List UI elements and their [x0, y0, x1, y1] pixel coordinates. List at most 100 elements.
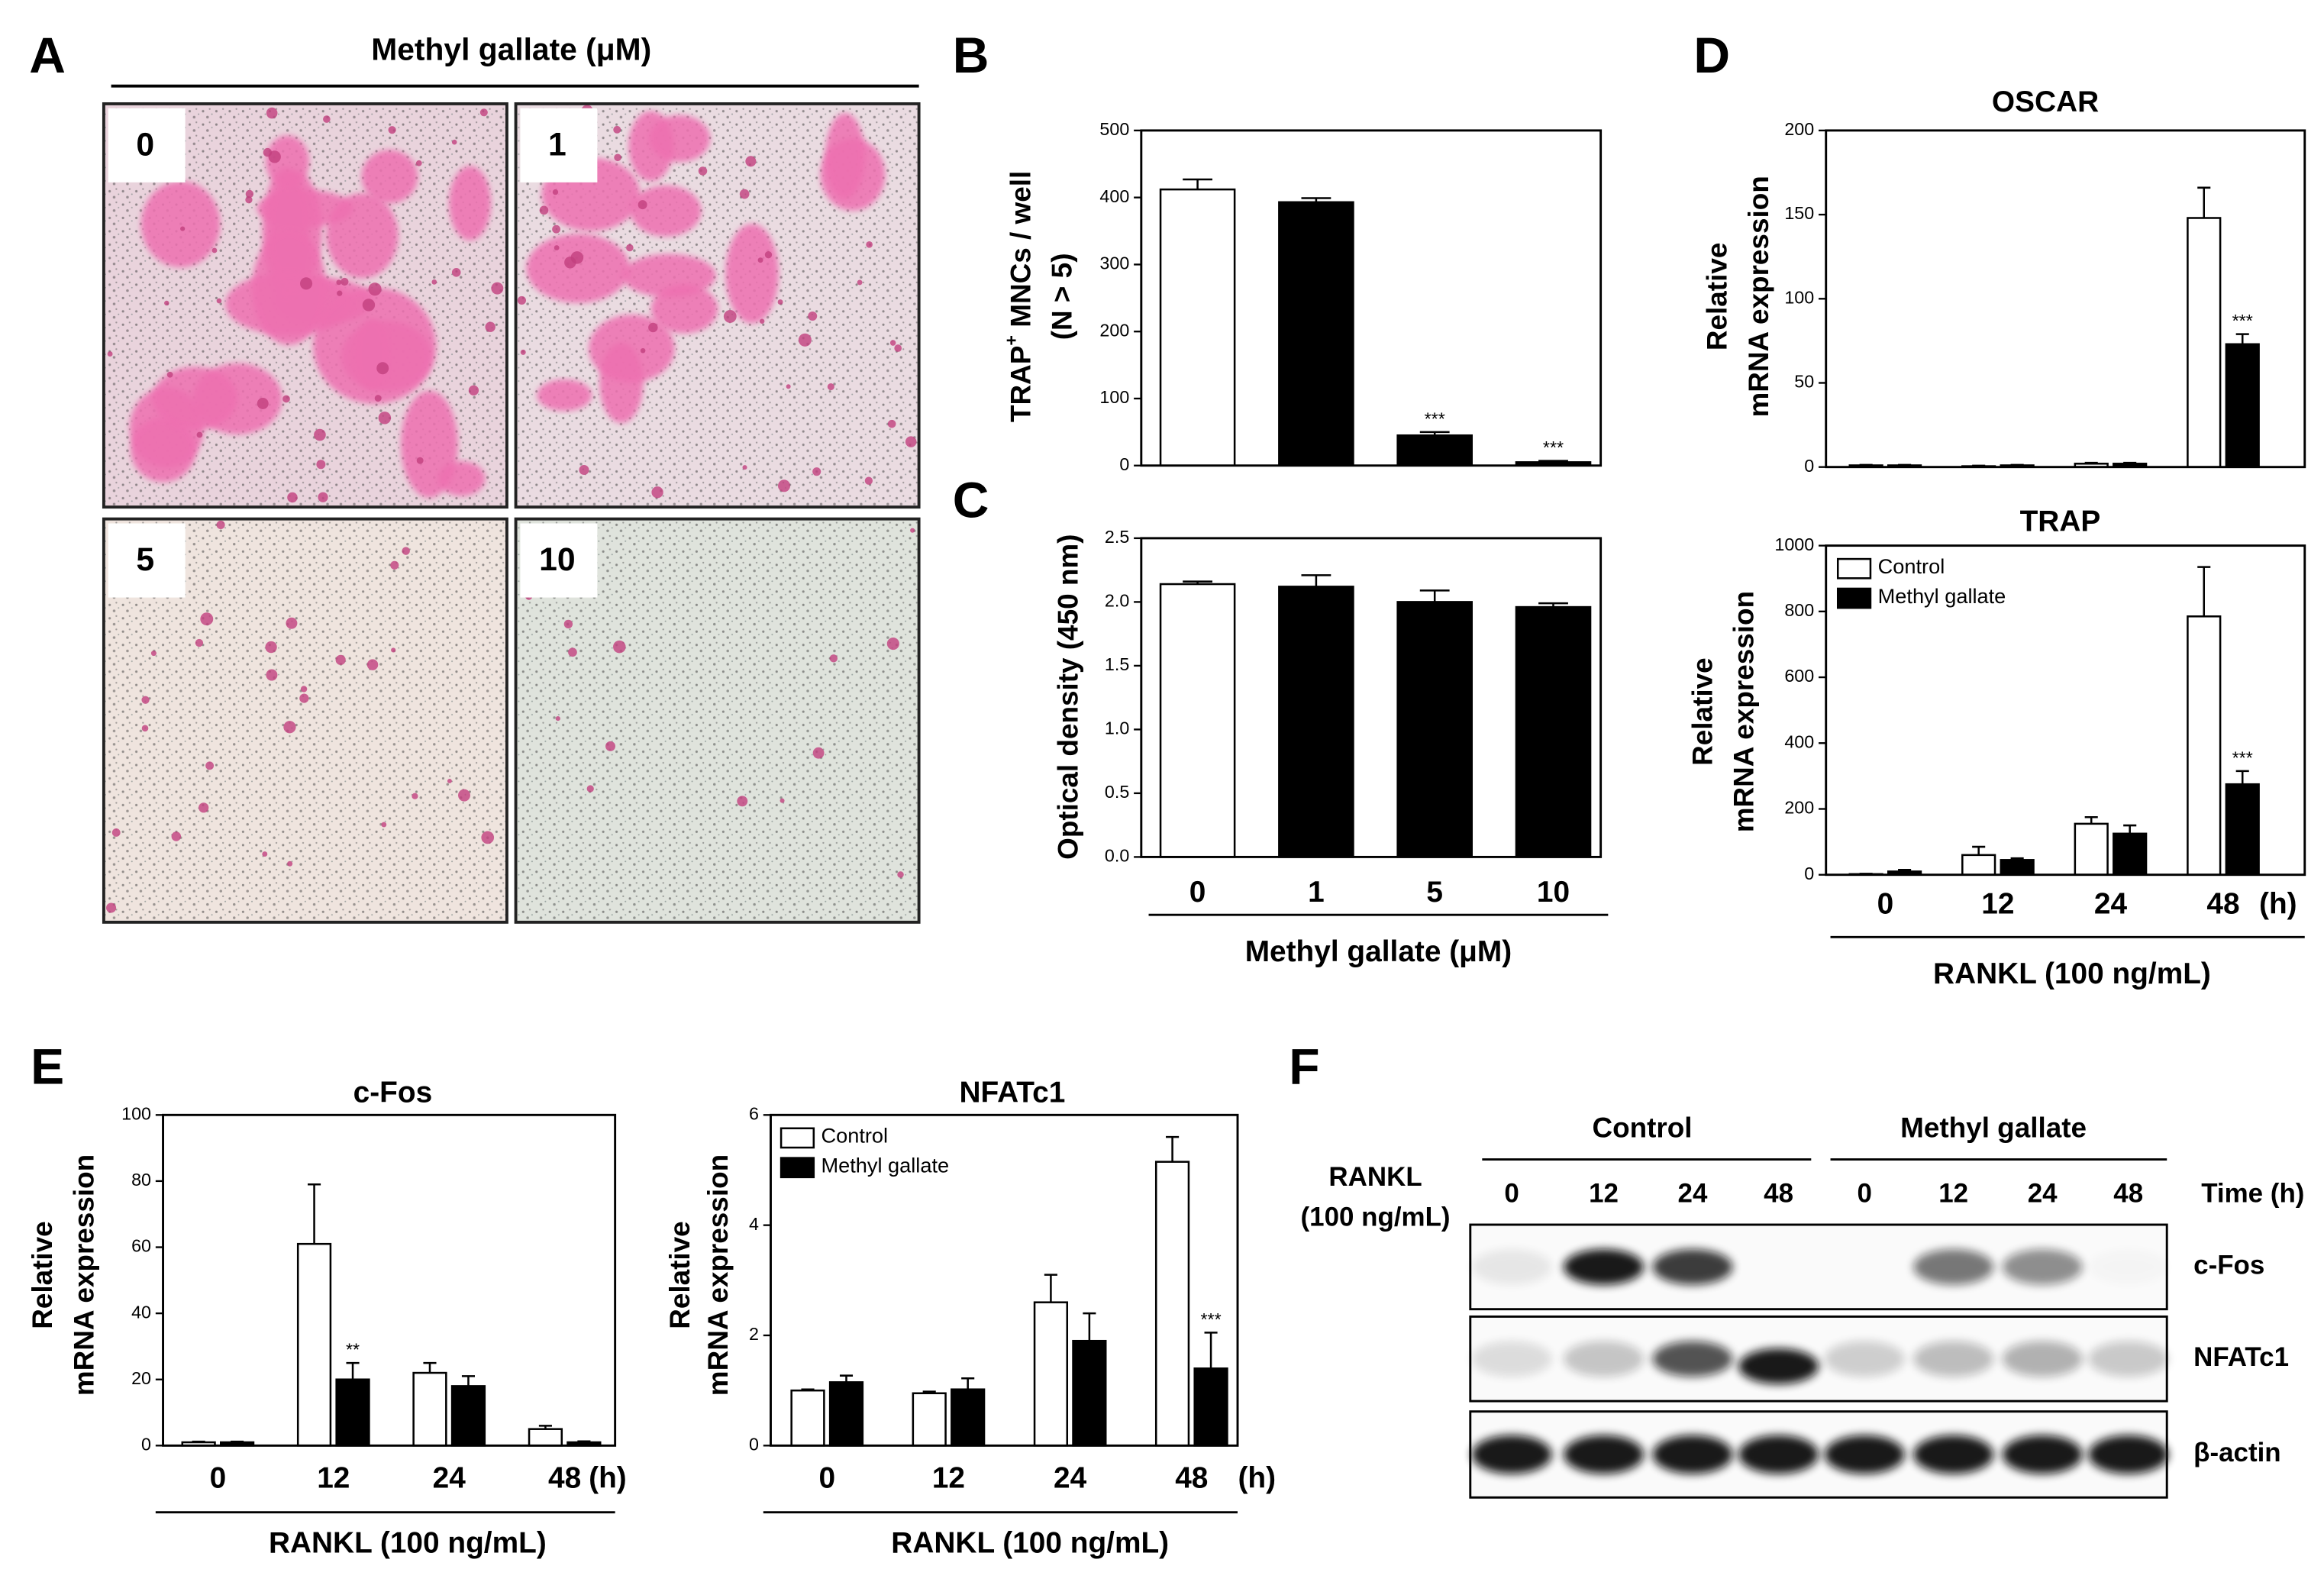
stained-dot [517, 295, 526, 305]
stained-dot [745, 156, 757, 167]
stained-dot [759, 318, 765, 324]
panel-label: A [29, 27, 66, 83]
bar [912, 1392, 947, 1447]
x-axis-label: RANKL (100 ng/mL) [269, 1527, 547, 1560]
stained-dot [520, 349, 526, 355]
stained-cell [825, 112, 865, 199]
y-tick-label: 50 [1794, 372, 1814, 392]
bar [1033, 1301, 1069, 1447]
blot-band [1652, 1435, 1733, 1474]
stained-dot [451, 267, 461, 277]
stained-dot [491, 282, 504, 295]
y-tick-label: 200 [1099, 320, 1129, 340]
error-bar [1204, 1332, 1218, 1369]
x-tick-label: 0 [1189, 876, 1206, 909]
bar [1193, 1367, 1228, 1447]
error-bar [922, 1390, 936, 1393]
y-tick-label: 40 [131, 1302, 151, 1322]
error-bar [2197, 186, 2211, 218]
x-axis-label: RANKL (100 ng/mL) [891, 1527, 1169, 1560]
stained-dot [698, 166, 708, 176]
legend-label: Methyl gallate [821, 1153, 949, 1177]
stained-dot [894, 344, 902, 352]
bar [1159, 188, 1236, 467]
stained-dot [141, 725, 149, 732]
stained-cell [589, 315, 675, 383]
error-bar [1898, 463, 1912, 467]
x-tick-label: 10 [1537, 876, 1570, 909]
y-tick-label: 2 [749, 1324, 759, 1344]
stained-dot [889, 340, 896, 346]
bar [412, 1371, 447, 1447]
stained-dot [166, 371, 173, 378]
y-tick-label: 400 [1099, 186, 1129, 206]
lane-label: 24 [2028, 1178, 2058, 1208]
stained-dot [416, 457, 424, 464]
stained-dot [568, 647, 577, 657]
chart-title: OSCAR [1992, 86, 2099, 118]
bar [1396, 601, 1473, 858]
micrograph-label-bg [108, 523, 186, 598]
stained-dot [723, 310, 737, 323]
y-tick-label: 4 [749, 1214, 759, 1234]
legend-swatch [780, 1157, 815, 1179]
stained-dot [651, 486, 663, 499]
stained-dot [640, 347, 646, 354]
y-axis-label: Relative [1702, 243, 1733, 350]
stained-dot [336, 279, 342, 286]
blot-band [1652, 1249, 1733, 1285]
y-tick-label: 2.0 [1105, 591, 1129, 611]
y-tick-label: 0 [1804, 864, 1814, 883]
y-axis-label: mRNA expression [702, 1154, 734, 1396]
plot-frame [1140, 129, 1603, 467]
blot-band [1738, 1435, 1819, 1474]
stained-cell [131, 417, 196, 483]
stained-dot [199, 802, 209, 813]
stained-dot [481, 831, 495, 844]
stained-dot [827, 383, 834, 391]
lane-label: 0 [1857, 1178, 1871, 1208]
stained-dot [362, 299, 376, 312]
stained-dot [780, 798, 785, 803]
y-tick-label: 1.5 [1105, 654, 1129, 674]
stained-dot [381, 822, 387, 828]
stained-dot [555, 715, 560, 722]
error-bar [1972, 845, 1986, 855]
error-bar [538, 1425, 552, 1429]
bar [2113, 832, 2148, 876]
lane-label: 0 [1504, 1178, 1519, 1208]
x-axis-label: Methyl gallate (μM) [1245, 935, 1512, 968]
bar [450, 1385, 486, 1447]
bar [2187, 217, 2222, 468]
y-tick-label: 600 [1784, 666, 1814, 686]
stained-dot [107, 351, 113, 357]
micrograph-frame [102, 517, 508, 924]
y-axis-label: Relative [664, 1221, 696, 1329]
blot-band [1564, 1249, 1644, 1285]
y-axis-label: Relative [1687, 657, 1718, 765]
stained-dot [786, 384, 791, 389]
bar [2000, 859, 2035, 876]
blot-band [2088, 1341, 2169, 1377]
stained-dot [402, 547, 410, 555]
x-unit: (h) [2259, 888, 2297, 921]
stained-dot [778, 479, 791, 492]
stained-dot [323, 115, 331, 123]
y-tick-label: 0.5 [1105, 782, 1129, 802]
stained-cell [649, 115, 711, 163]
stained-dot [316, 460, 326, 470]
lane-label: 48 [2113, 1178, 2143, 1208]
micrograph-frame [102, 102, 508, 509]
stained-dot [479, 108, 488, 117]
y-tick-label: 100 [121, 1103, 151, 1123]
error-bar [1301, 574, 1331, 587]
bar [1278, 201, 1354, 467]
stained-dot [141, 696, 150, 704]
error-bar [2123, 824, 2137, 834]
x-tick-label: 24 [2094, 888, 2128, 921]
stained-dot [200, 612, 214, 626]
stained-dot [614, 153, 621, 162]
stained-cell [140, 181, 221, 268]
stained-cell [526, 234, 631, 303]
stained-dot [171, 831, 182, 841]
